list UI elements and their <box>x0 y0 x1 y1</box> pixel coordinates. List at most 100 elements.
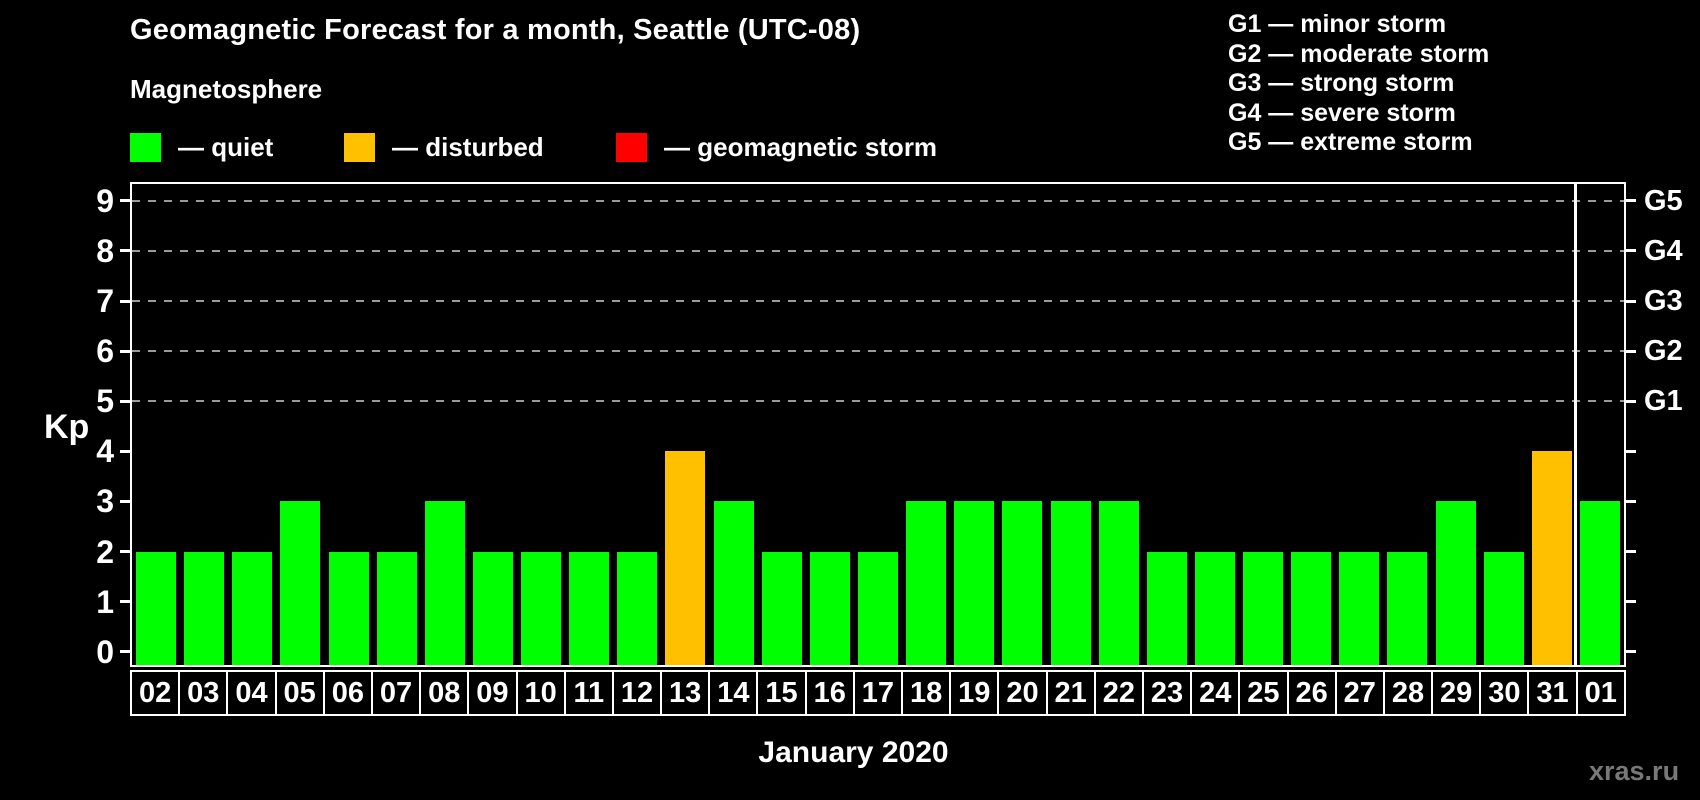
legend-item-storm: — geomagnetic storm <box>616 132 937 162</box>
y-axis-tick-right-1 <box>1624 600 1636 604</box>
bar-day-20 <box>1002 501 1043 665</box>
gridline-kp-7 <box>132 300 1624 302</box>
gridline-kp-8 <box>132 249 1624 252</box>
legend-label-storm: — geomagnetic storm <box>664 131 938 162</box>
day-label-27: 27 <box>1337 672 1385 714</box>
y-axis-label-9: 9 <box>96 182 114 219</box>
day-label-24: 24 <box>1192 672 1241 714</box>
y-axis-tick-left-9 <box>120 199 132 203</box>
day-label-19: 19 <box>951 672 1000 714</box>
bar-day-16 <box>809 551 850 665</box>
y-axis-tick-right-8 <box>1624 249 1636 253</box>
day-label-31: 31 <box>1529 672 1578 714</box>
y-axis-tick-left-8 <box>120 249 132 253</box>
day-label-01: 01 <box>1584 676 1617 709</box>
bar-day-30 <box>1483 551 1524 665</box>
bar-day-26 <box>1291 551 1332 665</box>
bar-day-09 <box>472 551 513 665</box>
y-axis-label-4: 4 <box>96 433 114 470</box>
gridline-kp-9 <box>132 199 1624 202</box>
legend-swatch-storm-icon <box>616 132 647 162</box>
day-label-20: 20 <box>999 672 1048 714</box>
y-axis-tick-left-3 <box>120 499 132 503</box>
bar-day-06 <box>328 551 369 665</box>
day-label-12: 12 <box>614 672 663 714</box>
bar-day-15 <box>761 551 802 665</box>
g-legend-line-3: G3 — strong storm <box>1228 69 1455 98</box>
x-axis-day-labels: 02 03 04 05 06 07 08 09 10 11 12 13 14 15 16 17 18 19 20 21… <box>130 670 1626 716</box>
day-label-05: 05 <box>277 672 325 714</box>
day-label-22: 22 <box>1096 672 1144 714</box>
g-legend-line-5: G5 — extreme storm <box>1228 128 1473 157</box>
bar-day-10 <box>521 551 562 665</box>
bar-day-11 <box>569 551 610 665</box>
day-label-11: 11 <box>566 672 614 714</box>
day-label-16: 16 <box>807 672 855 714</box>
legend-label-quiet: — quiet <box>178 131 274 162</box>
y-axis-title: Kp <box>44 408 90 446</box>
x-axis-title: January 2020 <box>758 736 949 769</box>
y-axis-tick-left-1 <box>120 600 132 604</box>
bar-day-07 <box>376 551 417 665</box>
day-label-02: 02 <box>132 672 181 714</box>
month-separator-line <box>1574 184 1578 665</box>
day-label-28: 28 <box>1385 672 1434 714</box>
g-axis-label-g4: G4 <box>1644 234 1683 267</box>
bar-day-23 <box>1146 551 1187 665</box>
day-label-03: 03 <box>180 672 229 714</box>
y-axis-tick-right-3 <box>1624 499 1636 503</box>
day-label-21: 21 <box>1048 672 1096 714</box>
legend-item-quiet: — quiet <box>130 132 273 162</box>
bar-day-13 <box>665 451 706 665</box>
watermark: xras.ru <box>1589 756 1680 786</box>
g-axis-label-g5: G5 <box>1644 184 1683 217</box>
y-axis-tick-left-4 <box>120 449 132 453</box>
y-axis-tick-left-2 <box>120 550 132 553</box>
y-axis-tick-left-7 <box>120 299 132 303</box>
day-label-15: 15 <box>758 672 807 714</box>
day-label-09: 09 <box>469 672 518 714</box>
day-label-29: 29 <box>1433 672 1482 714</box>
day-label-07: 07 <box>373 672 422 714</box>
y-axis-label-1: 1 <box>96 583 114 620</box>
bar-day-29 <box>1435 501 1476 665</box>
y-axis-label-3: 3 <box>96 483 114 520</box>
y-axis-label-2: 2 <box>96 533 114 570</box>
day-label-14: 14 <box>710 672 759 714</box>
bar-day-21 <box>1050 501 1091 665</box>
bar-day-02 <box>136 551 177 665</box>
bar-day-08 <box>424 501 465 665</box>
bar-day-12 <box>617 551 658 665</box>
magnetosphere-heading: Magnetosphere <box>130 74 323 104</box>
y-axis-tick-left-0 <box>120 650 132 654</box>
g-axis-label-g2: G2 <box>1644 335 1683 368</box>
chart-title: Geomagnetic Forecast for a month, Seattl… <box>130 14 861 46</box>
legend-item-disturbed: — disturbed <box>344 132 544 162</box>
bar-day-31 <box>1531 451 1572 665</box>
y-axis-tick-left-6 <box>120 349 132 353</box>
bar-day-22 <box>1098 501 1139 665</box>
bar-day-25 <box>1243 551 1284 665</box>
bar-day-04 <box>232 551 273 665</box>
g-legend-line-1: G1 — minor storm <box>1228 10 1447 38</box>
bar-day-27 <box>1339 551 1380 665</box>
day-label-06: 06 <box>325 672 373 714</box>
bar-day-19 <box>954 501 995 665</box>
y-axis-tick-right-2 <box>1624 550 1636 553</box>
day-label-04: 04 <box>228 672 277 714</box>
g-scale-legend: G1 — minor storm G2 — moderate storm G3 — … <box>1228 10 1489 158</box>
day-label-30: 30 <box>1481 672 1530 714</box>
legend-label-disturbed: — disturbed <box>392 131 544 162</box>
g-legend-line-2: G2 — moderate storm <box>1228 39 1490 68</box>
y-axis-tick-right-9 <box>1624 199 1636 203</box>
y-axis-label-7: 7 <box>96 283 114 319</box>
y-axis-tick-right-5 <box>1624 399 1636 403</box>
y-axis-tick-right-4 <box>1624 449 1636 453</box>
bar-day-28 <box>1387 551 1428 665</box>
day-label-13: 13 <box>662 672 711 714</box>
day-label-26: 26 <box>1289 672 1337 714</box>
day-label-10: 10 <box>518 672 566 714</box>
day-label-18: 18 <box>903 672 952 714</box>
y-axis-label-6: 6 <box>96 333 114 370</box>
